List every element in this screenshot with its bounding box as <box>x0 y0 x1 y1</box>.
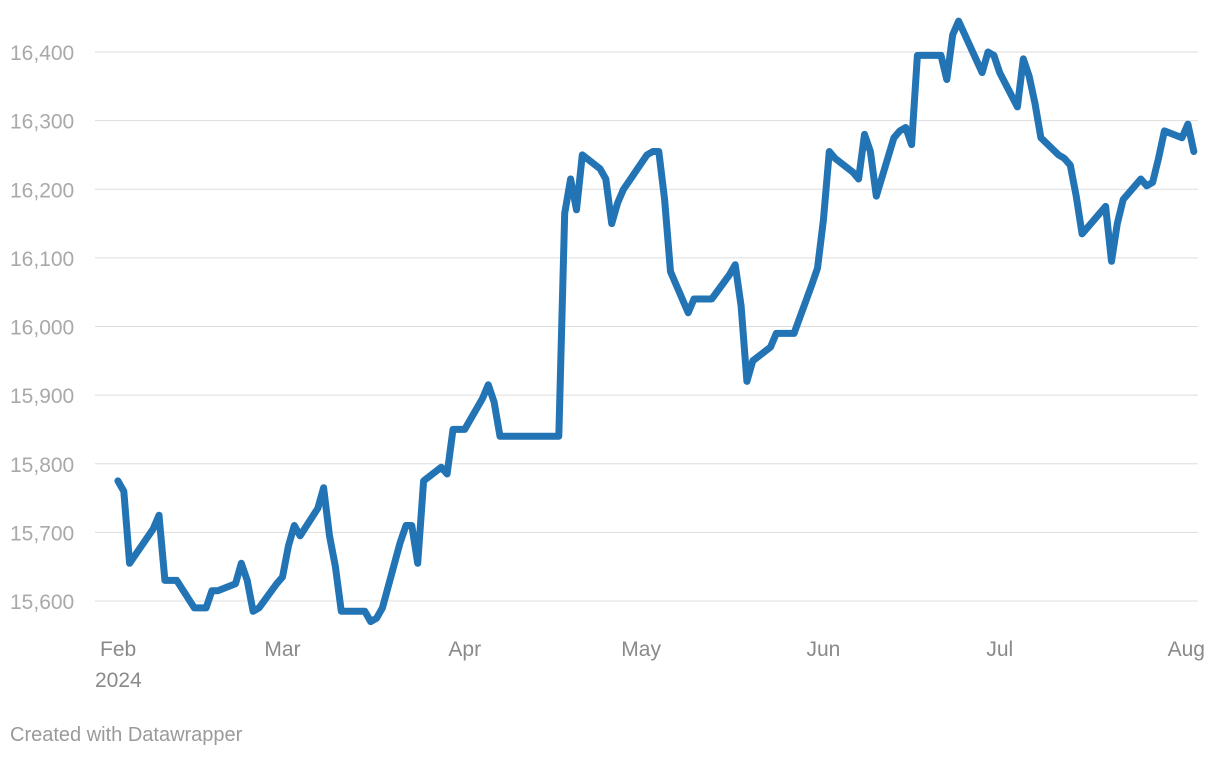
y-tick-label: 15,700 <box>10 522 74 545</box>
x-tick-label: Aug <box>1168 638 1205 661</box>
y-tick-label: 15,800 <box>10 454 74 477</box>
y-tick-label: 16,400 <box>10 42 74 65</box>
x-axis-tick-labels: Feb 2024 Mar Apr May Jun Jul Aug <box>95 638 1205 692</box>
series-line <box>114 17 1198 626</box>
y-tick-label: 15,600 <box>10 591 74 614</box>
x-tick-label: Apr <box>448 638 481 661</box>
series-lines <box>114 17 1198 626</box>
datawrapper-credit: Created with Datawrapper <box>10 724 243 746</box>
x-tick-label: Jun <box>806 638 840 661</box>
x-tick-label: Jul <box>986 638 1013 661</box>
y-tick-label: 16,200 <box>10 179 74 202</box>
x-tick-label: May <box>621 638 661 661</box>
y-axis-tick-labels: 15,600 15,700 15,800 15,900 16,000 16,100 16,2… <box>10 42 74 614</box>
x-tick-label: Mar <box>264 638 300 661</box>
y-tick-label: 16,100 <box>10 248 74 271</box>
x-tick-label: Feb <box>100 638 136 661</box>
y-tick-label: 16,000 <box>10 317 74 340</box>
y-tick-label: 15,900 <box>10 385 74 408</box>
x-tick-year-label: 2024 <box>95 669 142 692</box>
y-tick-label: 16,300 <box>10 111 74 134</box>
gridlines <box>95 51 1198 602</box>
